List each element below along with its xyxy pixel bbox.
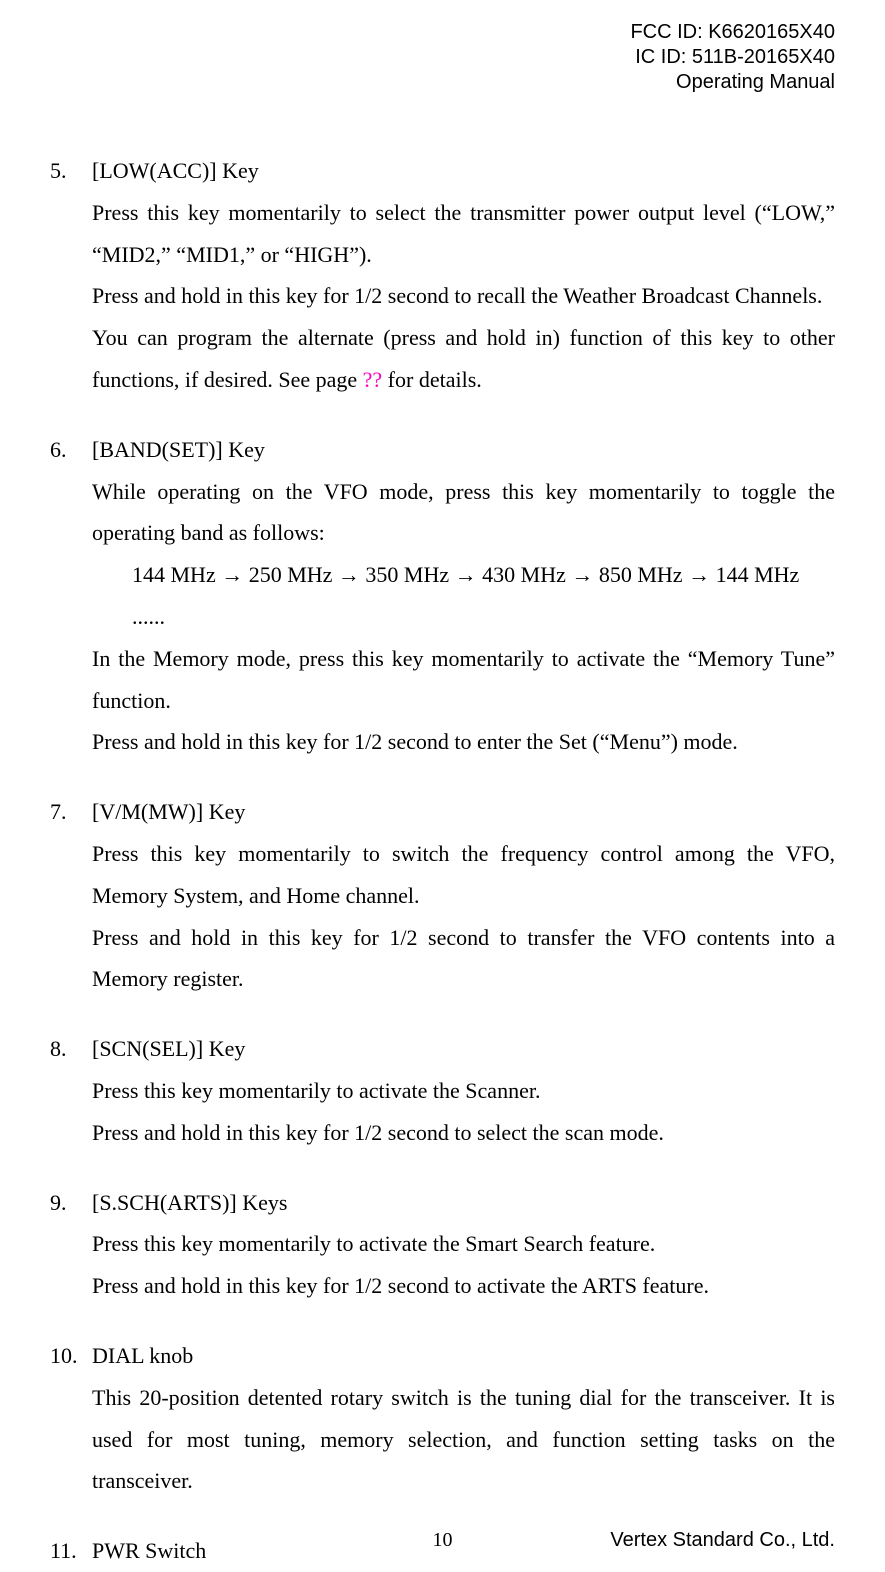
item-6-p2: In the Memory mode, press this key momen…: [92, 638, 835, 722]
item-7-p1: Press this key momentarily to switch the…: [92, 833, 835, 917]
item-8-p1: Press this key momentarily to activate t…: [92, 1070, 835, 1112]
item-7-p2: Press and hold in this key for 1/2 secon…: [92, 917, 835, 1001]
fcc-id: FCC ID: K6620165X40: [50, 20, 835, 45]
item-6: 6. [BAND(SET)] Key While operating on th…: [50, 429, 835, 763]
item-7: 7. [V/M(MW)] Key Press this key momentar…: [50, 791, 835, 1000]
item-9: 9. [S.SCH(ARTS)] Keys Press this key mom…: [50, 1182, 835, 1307]
item-10-number: 10.: [50, 1335, 92, 1377]
item-6-band-sequence: 144 MHz → 250 MHz → 350 MHz → 430 MHz → …: [92, 554, 835, 638]
item-9-p1: Press this key momentarily to activate t…: [92, 1223, 835, 1265]
item-9-label: [S.SCH(ARTS)] Keys: [92, 1182, 835, 1224]
company-name: Vertex Standard Co., Ltd.: [610, 1521, 835, 1559]
item-8-p2: Press and hold in this key for 1/2 secon…: [92, 1112, 835, 1154]
item-6-number: 6.: [50, 429, 92, 471]
item-5-p1: Press this key momentarily to select the…: [92, 192, 835, 276]
item-5-p2: Press and hold in this key for 1/2 secon…: [92, 275, 835, 317]
item-7-number: 7.: [50, 791, 92, 833]
item-7-label: [V/M(MW)] Key: [92, 791, 835, 833]
page-ref-red: ??: [363, 367, 383, 392]
item-8: 8. [SCN(SEL)] Key Press this key momenta…: [50, 1028, 835, 1153]
item-9-number: 9.: [50, 1182, 92, 1224]
item-5-label: [LOW(ACC)] Key: [92, 150, 835, 192]
page-header: FCC ID: K6620165X40 IC ID: 511B-20165X40…: [50, 20, 835, 95]
item-6-label: [BAND(SET)] Key: [92, 429, 835, 471]
item-9-p2: Press and hold in this key for 1/2 secon…: [92, 1265, 835, 1307]
item-10: 10. DIAL knob This 20-position detented …: [50, 1335, 835, 1502]
item-8-label: [SCN(SEL)] Key: [92, 1028, 835, 1070]
item-10-label: DIAL knob: [92, 1335, 835, 1377]
manual-title: Operating Manual: [50, 70, 835, 95]
item-6-p1: While operating on the VFO mode, press t…: [92, 471, 835, 555]
item-5-p3: You can program the alternate (press and…: [92, 317, 835, 401]
item-10-p1: This 20-position detented rotary switch …: [92, 1377, 835, 1502]
page: FCC ID: K6620165X40 IC ID: 511B-20165X40…: [0, 0, 885, 1556]
item-5-number: 5.: [50, 150, 92, 192]
ic-id: IC ID: 511B-20165X40: [50, 45, 835, 70]
item-5: 5. [LOW(ACC)] Key Press this key momenta…: [50, 150, 835, 401]
item-6-p3: Press and hold in this key for 1/2 secon…: [92, 721, 835, 763]
item-8-number: 8.: [50, 1028, 92, 1070]
